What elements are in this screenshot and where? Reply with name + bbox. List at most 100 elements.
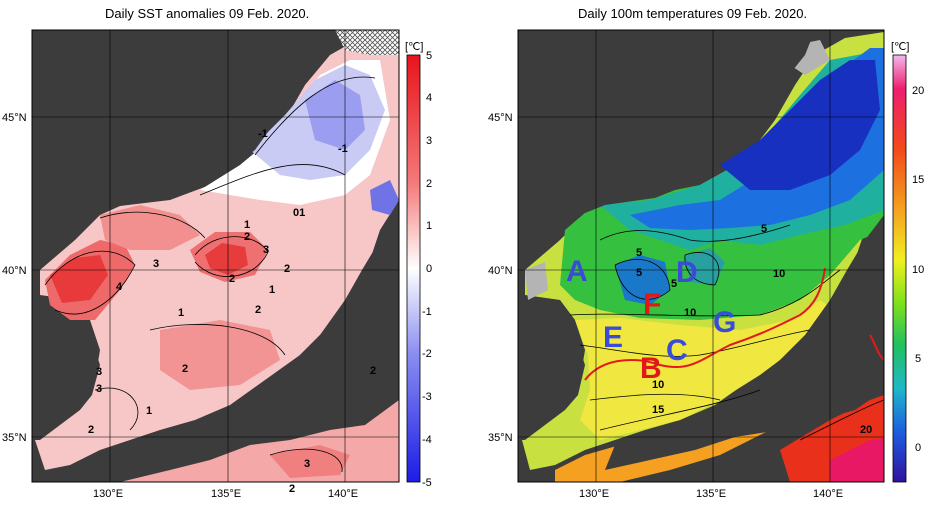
contour-label: 10 [684,307,696,319]
contour-label: 5 [671,278,677,290]
left-contour-labels: -1 -1 1 01 2 3 2 3 4 2 1 2 1 2 3 3 2 1 2… [88,128,376,495]
contour-label: 1 [178,307,184,319]
colorbar-tick: 5 [915,353,921,365]
lon-label: 140°E [328,488,358,500]
left-map-frame [31,29,400,483]
contour-label: 01 [293,207,305,219]
right-axis-labels: 45°N 40°N 35°N 130°E 135°E 140°E [488,112,843,500]
lon-label: 130°E [579,488,609,500]
no-data-area [525,262,548,300]
contour-label: -1 [338,143,348,155]
colorbar-tick: 15 [912,174,924,186]
negative-anomaly-core [305,80,365,150]
lon-label: 135°E [211,488,241,500]
region-marker-g: G [713,306,736,339]
lon-label: 135°E [696,488,726,500]
contour-label: 3 [304,458,310,470]
contour-label: 1 [269,284,275,296]
colorbar-tick: 5 [426,50,432,62]
colorbar-tick: 2 [426,178,432,190]
colorbar-tick: 0 [426,263,432,275]
positive-anomaly-center-core [205,243,248,275]
anomaly-colorbar-gradient [406,54,421,483]
contour-label: 2 [255,304,261,316]
contour-label: 5 [636,267,642,279]
contour-label: 2 [88,424,94,436]
colorbar-tick: 4 [426,92,432,104]
right-graticule [518,30,884,482]
colorbar-tick: 0 [915,442,921,454]
contour-label: 3 [96,383,102,395]
contour-label: 4 [116,281,123,293]
contour-label: 2 [229,273,235,285]
colorbar-tick: 20 [912,85,924,97]
lat-label: 45°N [488,112,513,124]
temp-100m-map [518,30,884,482]
region-marker-d: D [676,256,698,289]
temp-24c-zone [830,438,884,482]
lat-label: 35°N [2,432,27,444]
japan-land [605,215,884,470]
positive-anomaly-pacific [270,445,350,478]
contour-label: 3 [96,366,102,378]
colorbar-tick: -1 [422,306,432,318]
contour-label: 2 [244,231,250,243]
contour-label: 10 [773,268,785,280]
colorbar-tick: 3 [426,135,432,147]
lat-label: 40°N [488,265,513,277]
contour-label: 2 [370,365,376,377]
contour-label: 3 [263,244,269,256]
japan-land [120,215,399,470]
temp-100m-title: Daily 100m temperatures 09 Feb. 2020. [578,6,808,21]
colorbar-unit: [℃] [891,41,909,53]
negative-anomaly-east [370,180,399,215]
colorbar-unit: [℃] [405,41,423,53]
contour-label: 2 [182,363,188,375]
contour-label: 15 [652,404,664,416]
temperature-contours [569,224,884,441]
temperature-colorbar-gradient [892,54,907,483]
contour-label: 10 [652,379,664,391]
korea-land [518,300,585,440]
contour-label: 1 [244,219,250,231]
temperature-colorbar: [℃] 20 15 10 5 0 [891,41,924,483]
sst-anomaly-title: Daily SST anomalies 09 Feb. 2020. [105,6,310,21]
lon-label: 140°E [813,488,843,500]
colorbar-tick: 10 [912,264,924,276]
lat-label: 35°N [488,432,513,444]
contour-label: -1 [258,128,268,140]
positive-anomaly-south [160,320,280,390]
korea-land [32,300,100,440]
positive-anomaly-west-core [50,255,108,303]
colorbar-tick: 1 [426,220,432,232]
contour-label: 2 [284,263,290,275]
region-marker-a: A [566,255,588,288]
contour-label: 20 [860,424,872,436]
region-markers: A D F G E C B [566,255,736,385]
colorbar-tick: -4 [422,434,432,446]
lat-label: 45°N [2,112,27,124]
sst-anomaly-map [32,30,399,482]
left-axis-labels: 45°N 40°N 35°N 130°E 135°E 140°E [2,112,358,500]
right-map-frame [517,29,885,483]
region-marker-f: F [643,288,661,321]
polar-front-line-east [869,334,884,361]
lat-label: 40°N [2,265,27,277]
no-data-hatch [335,30,399,55]
left-graticule [32,30,399,482]
continent-land [518,30,815,268]
contour-label: 1 [146,405,152,417]
polar-front-line [584,267,826,381]
contour-label: 5 [761,223,767,235]
cold-eddy-d [685,248,725,285]
region-marker-e: E [603,321,623,354]
positive-anomaly-band [100,205,200,250]
temp-15c-zone [575,300,835,440]
colorbar-tick: -3 [422,391,432,403]
anomaly-colorbar: [℃] 5 4 3 2 1 0 -1 -2 -3 -4 -5 [405,41,432,489]
lon-label: 130°E [93,488,123,500]
region-marker-b: B [640,352,662,385]
colorbar-tick: -5 [422,477,432,489]
anomaly-contours [44,76,376,473]
